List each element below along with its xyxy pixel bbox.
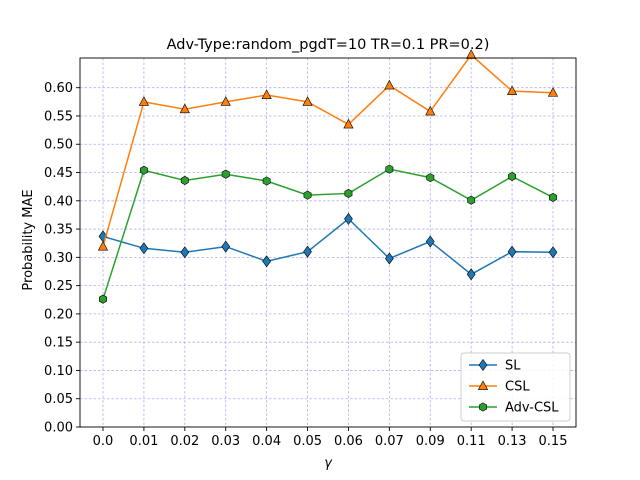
data-point	[262, 255, 272, 268]
data-point	[220, 96, 231, 106]
data-point	[221, 169, 230, 179]
data-point	[549, 192, 557, 202]
data-point	[179, 103, 190, 114]
y-tick-label: 0.40	[44, 194, 73, 209]
data-point	[99, 294, 107, 304]
series-layer	[97, 49, 559, 304]
data-point	[302, 96, 313, 106]
x-tick-label: 0.07	[375, 434, 404, 449]
legend-label: Adv-CSL	[505, 401, 559, 416]
y-tick-label: 0.10	[44, 364, 73, 379]
x-tick-label: 0.04	[252, 434, 281, 449]
data-point	[466, 268, 476, 281]
plot-frame	[79, 57, 577, 428]
data-point	[138, 96, 150, 106]
legend-marker	[479, 402, 487, 412]
x-tick-label: 0.03	[211, 434, 240, 449]
y-tick-label: 0.05	[44, 392, 73, 407]
series-sl	[98, 212, 558, 281]
data-point	[467, 195, 476, 205]
data-point	[139, 242, 149, 255]
data-point	[547, 87, 559, 97]
y-tick-label: 0.45	[44, 166, 73, 181]
data-point	[426, 173, 435, 183]
data-point	[303, 190, 312, 200]
data-point	[139, 165, 148, 175]
y-tick-label: 0.50	[44, 138, 73, 153]
series-line	[102, 217, 554, 276]
data-point	[262, 176, 271, 186]
data-point	[507, 245, 517, 258]
x-tick-label: 0.13	[498, 434, 527, 449]
legend-item-adv-csl: Adv-CSL	[469, 401, 559, 416]
x-axis-label: γ	[324, 456, 333, 471]
data-point	[384, 79, 395, 90]
data-point	[343, 118, 354, 129]
x-tick-label: 0.02	[170, 434, 199, 449]
series-adv-csl	[99, 164, 557, 304]
x-tick-label: 0.11	[457, 434, 486, 449]
y-tick-label: 0.30	[44, 251, 73, 266]
data-point	[261, 89, 272, 99]
legend-marker	[477, 380, 489, 390]
axes-layer: 0.0 0.01 0.02 0.03 0.04 0.05 0.06 0.07 0.09 0.11 0…	[44, 57, 577, 449]
y-tick-label: 0.15	[44, 336, 73, 351]
data-point	[384, 252, 394, 265]
data-point	[425, 235, 435, 248]
legend-label: SL	[505, 359, 521, 374]
series-line	[102, 168, 554, 300]
y-tick-label: 0.35	[44, 223, 73, 238]
data-point	[97, 240, 109, 251]
legend-item-sl: SL	[469, 359, 521, 374]
legend-label: CSL	[505, 380, 530, 395]
y-tick-label: 0.60	[44, 81, 73, 96]
legend: SL CSL Adv-CSL	[460, 352, 571, 422]
y-tick-label: 0.25	[44, 279, 73, 294]
series-csl	[97, 49, 559, 251]
legend-item-csl: CSL	[469, 380, 530, 395]
data-point	[221, 240, 231, 253]
data-point	[508, 171, 517, 182]
x-tick-label: 0.01	[129, 434, 158, 449]
data-point	[385, 164, 394, 174]
x-tick-label: 0.05	[293, 434, 322, 449]
y-tick-label: 0.20	[44, 307, 73, 322]
data-point	[180, 175, 189, 185]
data-point	[506, 85, 518, 95]
x-tick-label: 0.09	[416, 434, 445, 449]
y-axis-label: Probability MAE	[21, 189, 36, 290]
chart-title: Adv-Type:random_pgdT=10 TR=0.1 PR=0.2)	[167, 37, 490, 53]
data-point	[344, 212, 353, 225]
data-point	[548, 246, 558, 259]
series-line	[102, 53, 554, 247]
legend-marker	[478, 358, 488, 372]
data-point	[466, 49, 477, 59]
data-point	[344, 188, 353, 198]
x-tick-label: 0.0	[93, 434, 114, 449]
y-tick-label: 0.00	[44, 421, 73, 436]
y-tick-label: 0.55	[44, 109, 73, 124]
data-point	[303, 245, 312, 258]
data-point	[425, 105, 436, 116]
x-tick-label: 0.15	[539, 434, 568, 449]
data-point	[180, 246, 190, 259]
legend-box	[460, 352, 571, 422]
x-tick-label: 0.06	[334, 434, 363, 449]
